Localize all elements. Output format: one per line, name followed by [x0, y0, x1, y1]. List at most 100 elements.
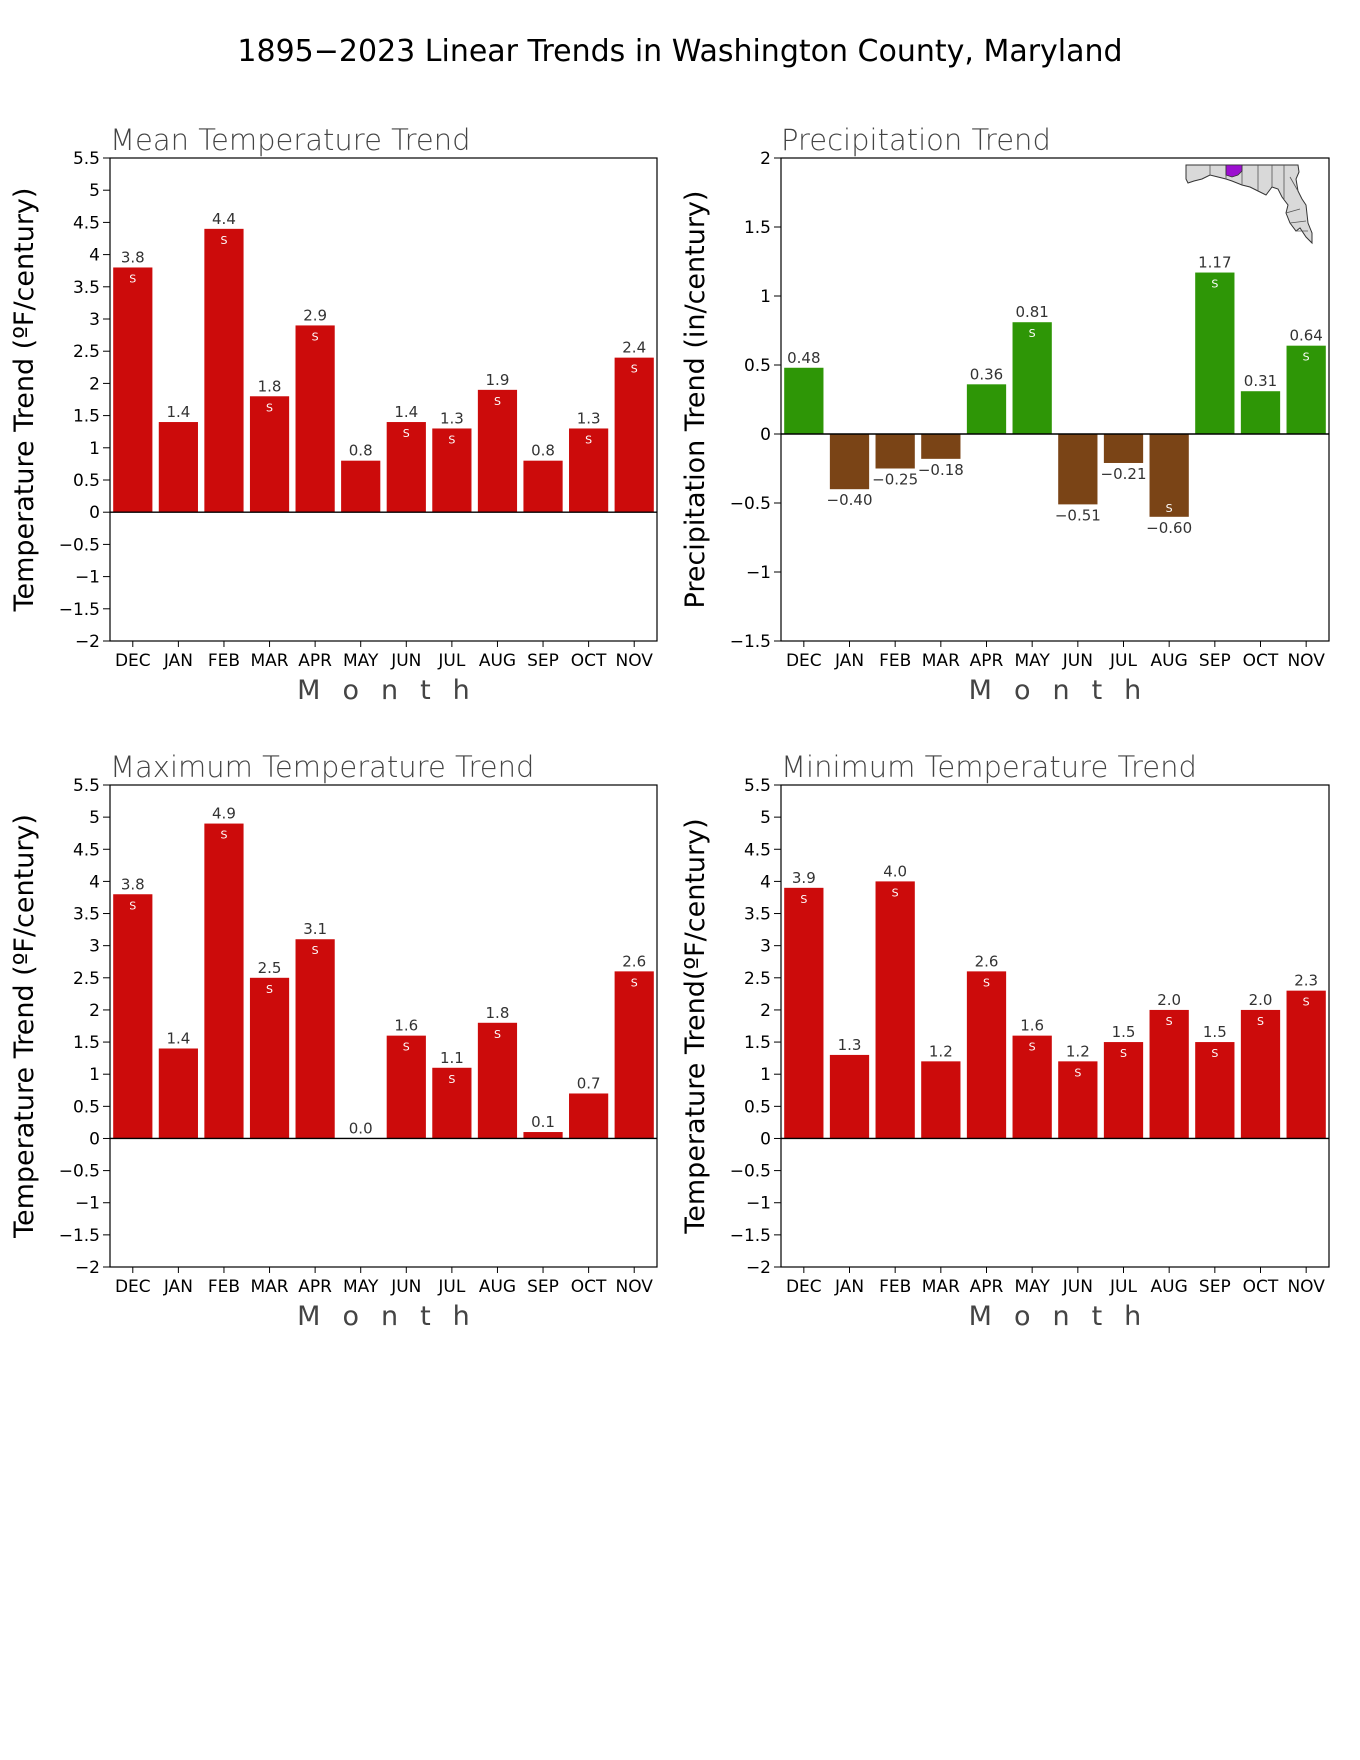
- minimum-temperature-bar-sep: [1195, 1042, 1235, 1139]
- washington-county-highlight: [1225, 164, 1243, 178]
- minimum-temperature-y-tick-label: 5.5: [744, 776, 771, 796]
- minimum-temperature-bar-may: [1012, 1035, 1052, 1139]
- maximum-temperature-x-tick-label: FEB: [208, 1277, 240, 1297]
- precipitation-x-tick-label: AUG: [1151, 651, 1188, 671]
- minimum-temperature-bar-jul: [1103, 1042, 1144, 1139]
- minimum-temperature-y-tick-label: −0.5: [730, 1162, 771, 1182]
- figure-title: 1895−2023 Linear Trends in Washington Co…: [237, 34, 1122, 69]
- maximum-temperature-value-label: 0.1: [531, 1113, 555, 1131]
- precipitation-x-axis-label: Month: [969, 675, 1164, 706]
- maximum-temperature-y-tick-label: 0.5: [73, 1097, 100, 1117]
- minimum-temperature-significance-marker: S: [1257, 1015, 1264, 1028]
- mean-temperature-significance-marker: S: [312, 330, 319, 343]
- maximum-temperature-y-tick-label: −0.5: [59, 1162, 100, 1182]
- precipitation-bar-nov: [1286, 345, 1326, 434]
- precipitation-bar-may: [1012, 322, 1052, 434]
- minimum-temperature-value-label: 3.9: [792, 869, 816, 887]
- mean-temperature-value-label: 4.4: [212, 210, 236, 228]
- mean-temperature-bar-jun: [386, 422, 426, 513]
- mean-temperature-y-tick-label: −1: [75, 568, 100, 588]
- minimum-temperature-y-tick-label: 3: [760, 937, 771, 957]
- maximum-temperature-x-axis-label: Month: [297, 1301, 492, 1332]
- mean-temperature-x-tick-label: MAR: [250, 651, 288, 671]
- maximum-temperature-y-tick-label: 4.5: [73, 840, 100, 860]
- precipitation-x-tick-label: SEP: [1199, 651, 1231, 671]
- mean-temperature-significance-marker: S: [448, 433, 455, 446]
- minimum-temperature-significance-marker: S: [1303, 996, 1310, 1009]
- minimum-temperature-y-tick-label: 1: [760, 1065, 771, 1085]
- maximum-temperature-value-label: 0.0: [349, 1119, 373, 1137]
- precipitation-bar-dec: [784, 367, 824, 434]
- minimum-temperature-x-tick-label: NOV: [1287, 1277, 1325, 1297]
- maximum-temperature-value-label: 1.6: [394, 1017, 418, 1035]
- precipitation-x-tick-label: JAN: [834, 651, 864, 671]
- minimum-temperature-plot-frame: [780, 784, 1330, 1268]
- mean-temperature-x-tick-label: SEP: [527, 651, 559, 671]
- mean-temperature-x-tick-label: APR: [298, 651, 332, 671]
- minimum-temperature-x-tick-label: AUG: [1151, 1277, 1188, 1297]
- mean-temperature-significance-marker: S: [266, 401, 273, 414]
- precipitation-value-label: −0.21: [1101, 465, 1147, 483]
- mean-temperature-y-tick-label: 0: [89, 503, 100, 523]
- precipitation-x-tick-label: APR: [970, 651, 1004, 671]
- precipitation-x-tick-label: JUN: [1062, 651, 1093, 671]
- maximum-temperature-x-tick-label: SEP: [527, 1277, 559, 1297]
- maximum-temperature-bar-nov: [614, 971, 654, 1139]
- minimum-temperature-bar-aug: [1149, 1009, 1189, 1139]
- mean-temperature-y-tick-label: 2: [89, 374, 100, 394]
- mean-temperature-value-label: 1.4: [394, 403, 418, 421]
- minimum-temperature-x-tick-label: SEP: [1199, 1277, 1231, 1297]
- precipitation-panel: Precipitation Trend 0.48 −0.40 −0.25−0.18 0.…: [680, 123, 1330, 706]
- mean-temperature-value-label: 1.8: [258, 377, 282, 395]
- minimum-temperature-y-tick-label: −2: [746, 1258, 771, 1278]
- precipitation-value-label: 1.17: [1198, 254, 1231, 272]
- mean-temperature-bar-sep: [523, 460, 563, 513]
- mean-temperature-bar-feb: [204, 228, 244, 513]
- minimum-temperature-value-label: 2.0: [1157, 991, 1181, 1009]
- precipitation-significance-marker: S: [1211, 278, 1218, 291]
- minimum-temperature-x-tick-label: JAN: [834, 1277, 864, 1297]
- precipitation-value-label: −0.40: [827, 491, 873, 509]
- minimum-temperature-significance-marker: S: [1120, 1047, 1127, 1060]
- maximum-temperature-value-label: 3.8: [121, 875, 145, 893]
- mean-temperature-bar-jan: [158, 422, 198, 513]
- precipitation-value-label: −0.25: [872, 471, 918, 489]
- minimum-temperature-y-tick-label: 2.5: [744, 969, 771, 989]
- maximum-temperature-y-tick-label: −2: [75, 1258, 100, 1278]
- minimum-temperature-value-label: 2.0: [1249, 991, 1273, 1009]
- mean-temperature-y-tick-label: 3.5: [73, 278, 100, 298]
- mean-temperature-y-tick-label: 1.5: [73, 407, 100, 427]
- mean-temperature-value-label: 0.8: [349, 442, 373, 460]
- precipitation-y-tick-label: −1.5: [730, 632, 771, 652]
- precipitation-value-label: 0.48: [787, 349, 820, 367]
- minimum-temperature-value-label: 2.6: [975, 952, 999, 970]
- mean-temperature-y-tick-label: 4: [89, 246, 100, 266]
- precipitation-significance-marker: S: [1303, 351, 1310, 364]
- precipitation-significance-marker: S: [1166, 502, 1173, 515]
- mean-temperature-x-tick-label: FEB: [208, 651, 240, 671]
- maximum-temperature-significance-marker: S: [631, 976, 638, 989]
- minimum-temperature-x-tick-label: APR: [970, 1277, 1004, 1297]
- maximum-temperature-x-tick-label: JUL: [437, 1277, 465, 1297]
- maximum-temperature-significance-marker: S: [312, 944, 319, 957]
- mean-temperature-significance-marker: S: [631, 363, 638, 376]
- maximum-temperature-x-tick-label: MAR: [250, 1277, 288, 1297]
- mean-temperature-y-axis-label: Temperature Trend (ºF/century): [9, 188, 40, 613]
- maximum-temperature-value-label: 0.7: [577, 1074, 601, 1092]
- precipitation-x-tick-label: NOV: [1287, 651, 1325, 671]
- maximum-temperature-bar-oct: [569, 1093, 609, 1139]
- mean-temperature-bar-mar: [249, 396, 290, 513]
- precipitation-bar-sep: [1195, 272, 1235, 434]
- maximum-temperature-y-tick-label: 2: [89, 1001, 100, 1021]
- maximum-temperature-value-label: 1.8: [486, 1004, 510, 1022]
- mean-temperature-x-axis-label: Month: [297, 675, 492, 706]
- mean-temperature-panel: Mean Temperature Trend 3.8 S 1.4 4.4 S 1.8 S 2.9…: [9, 123, 658, 706]
- maximum-temperature-panel: Maximum Temperature Trend 3.8 S 1.4 4.9 S 2.5 S…: [9, 750, 658, 1332]
- mean-temperature-x-tick-label: JAN: [163, 651, 193, 671]
- minimum-temperature-bar-apr: [966, 971, 1007, 1139]
- mean-temperature-bar-dec: [113, 267, 153, 513]
- maximum-temperature-y-tick-label: 2.5: [73, 969, 100, 989]
- mean-temperature-significance-marker: S: [220, 234, 227, 247]
- minimum-temperature-bar-dec: [784, 887, 824, 1139]
- minimum-temperature-x-tick-label: FEB: [879, 1277, 911, 1297]
